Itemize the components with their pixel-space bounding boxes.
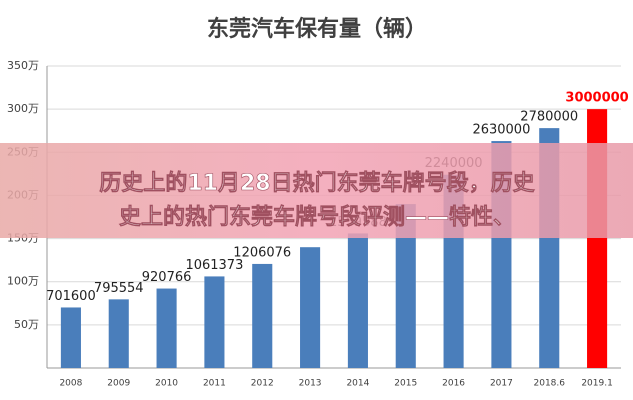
x-tick-label: 2016 [442,379,465,389]
banner-line: 历史上的11月28日热门东莞车牌号段，历史 [99,170,535,196]
x-tick-label: 2018.6 [534,379,566,389]
value-label: 1061373 [185,258,243,273]
x-tick-label: 2012 [251,379,274,389]
banner: 历史上的11月28日热门东莞车牌号段，历史 史上的热门东莞车牌号段评测——特性、 [0,143,633,238]
y-tick-label: 50万 [14,318,39,331]
x-tick-label: 2009 [107,379,130,389]
x-tick-label: 2015 [394,379,417,389]
value-label: 2630000 [472,123,530,138]
value-label: 2780000 [520,110,578,125]
x-tick-label: 2008 [59,379,82,389]
y-tick-label: 300万 [7,102,39,115]
bar [60,307,81,368]
x-tick-label: 2019.1 [581,379,613,389]
y-tick-label: 100万 [7,275,39,288]
value-label: 795554 [94,281,144,296]
bar [347,233,368,368]
value-label: 1206076 [233,245,291,260]
x-tick-label: 2017 [490,379,513,389]
bar [300,247,321,368]
y-tick-label: 350万 [7,59,39,72]
bar [156,288,177,368]
banner-line: 史上的热门东莞车牌号段评测——特性、 [119,204,515,230]
bar [204,276,225,368]
banner-bg [0,143,633,238]
chart-title: 东莞汽车保有量（辆） [207,16,427,42]
bar [395,204,416,368]
value-label: 3000000 [565,91,628,106]
x-tick-label: 2014 [346,379,369,389]
bar [252,263,273,368]
value-label: 920766 [142,270,192,285]
x-tick-label: 2011 [203,379,226,389]
bar [108,299,129,368]
value-label: 701600 [46,289,96,304]
x-tick-label: 2013 [299,379,322,389]
x-tick-label: 2010 [155,379,178,389]
